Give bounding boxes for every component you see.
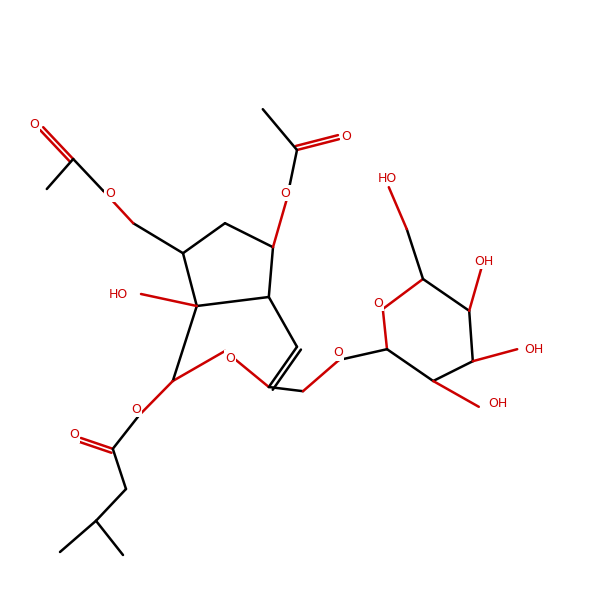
Text: O: O xyxy=(131,403,141,416)
Text: O: O xyxy=(69,428,79,442)
Text: OH: OH xyxy=(488,397,507,410)
Text: OH: OH xyxy=(524,343,544,356)
Text: O: O xyxy=(106,187,115,200)
Text: O: O xyxy=(225,352,235,365)
Text: OH: OH xyxy=(475,255,494,268)
Text: O: O xyxy=(341,130,351,143)
Text: HO: HO xyxy=(109,287,128,301)
Text: O: O xyxy=(333,346,343,359)
Text: O: O xyxy=(373,296,383,310)
Text: O: O xyxy=(29,118,39,131)
Text: HO: HO xyxy=(378,172,397,185)
Text: O: O xyxy=(281,187,290,200)
